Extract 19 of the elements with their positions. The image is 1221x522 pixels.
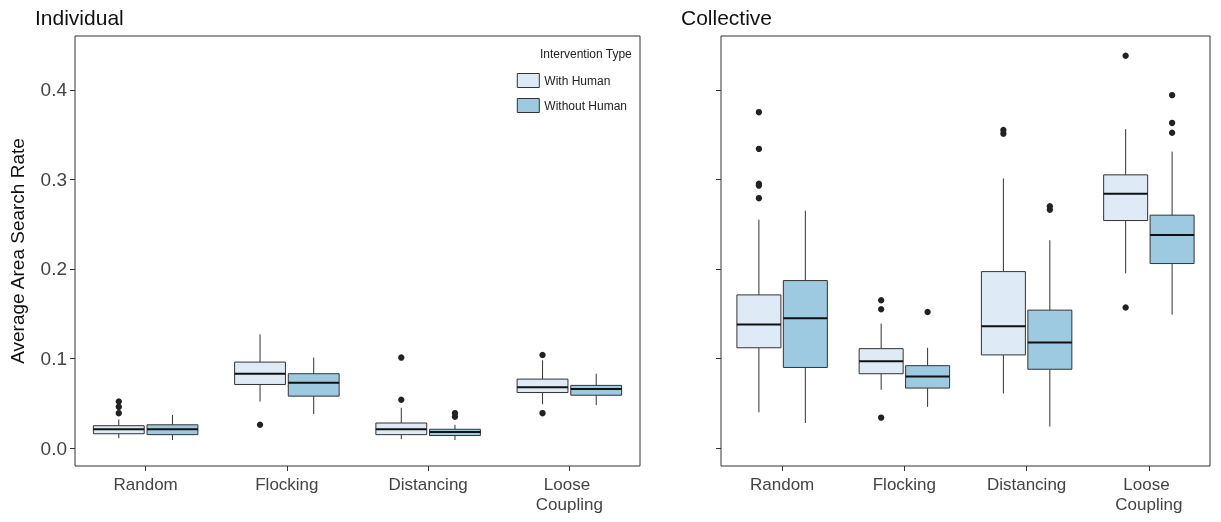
y-tick-label: 0.1: [40, 348, 67, 369]
y-tick-label: 0.4: [40, 79, 68, 101]
y-tick-label: 0.2: [40, 258, 67, 280]
x-tick-label: Flocking: [255, 474, 319, 494]
y-axis-title: Average Area Search Rate: [7, 138, 28, 364]
x-tick-label: Loose Coupling: [535, 474, 603, 514]
legend-label: Without Human: [544, 98, 627, 113]
x-tick-label: Random: [113, 474, 178, 494]
chart-title: Individual: [35, 6, 124, 29]
legend-label: With Human: [544, 73, 611, 88]
legend-title: Intervention Type: [539, 47, 633, 61]
x-tick-label: Distancing: [388, 474, 468, 494]
x-tick-label: Random: [749, 474, 815, 494]
y-tick-label: 0.3: [40, 168, 67, 190]
chart-title: Collective: [681, 6, 773, 29]
x-tick-label: Distancing: [986, 474, 1067, 494]
y-tick-label: 0.0: [40, 437, 67, 459]
x-tick-label: Flocking: [872, 474, 937, 494]
x-tick-label: Loose Coupling: [1115, 474, 1183, 514]
